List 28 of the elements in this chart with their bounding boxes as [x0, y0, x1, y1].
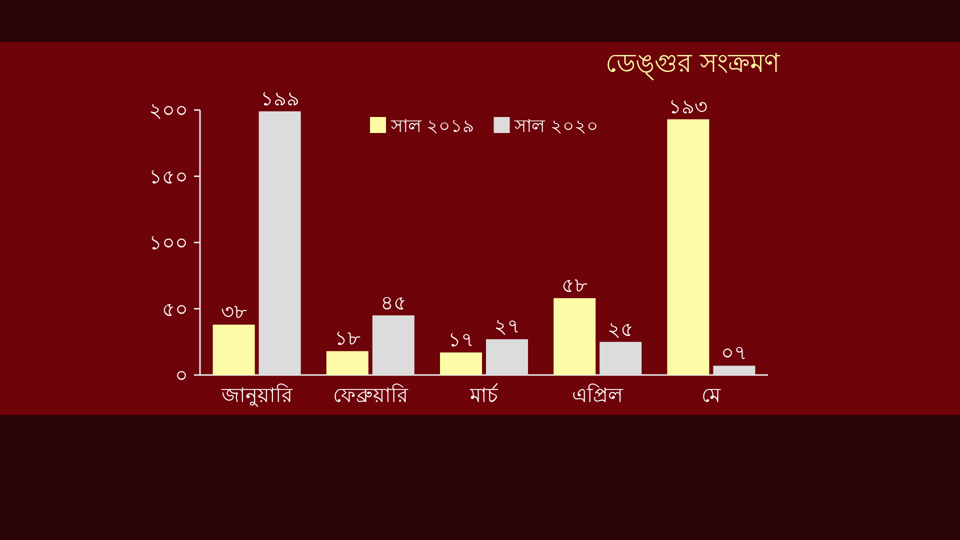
legend-label: সাল ২০২০ — [514, 116, 598, 137]
y-tick-label: ০ — [175, 363, 188, 387]
data-label: ১৮ — [334, 326, 360, 350]
x-tick-label: এপ্রিল — [572, 383, 624, 407]
data-label: ৫৮ — [562, 273, 588, 298]
y-tick-label: ১০০ — [149, 230, 188, 254]
bar — [212, 324, 255, 375]
data-label: ১৯৯ — [260, 86, 300, 110]
data-label: ০৭ — [721, 340, 748, 365]
bar — [554, 298, 596, 375]
x-tick-label: ফেব্রুয়ারি — [332, 383, 409, 407]
data-label: ৪৫ — [380, 290, 406, 314]
data-label: ৩৮ — [220, 300, 247, 324]
data-label: ১৯৩ — [668, 94, 708, 118]
x-tick-label: মে — [702, 383, 722, 407]
bar — [326, 351, 368, 375]
chart-title: ডেঙ্গুর সংক্রমণ — [606, 49, 781, 80]
bar — [440, 352, 482, 375]
x-tick-label: জানুয়ারি — [220, 383, 294, 407]
y-tick-label: ৫০ — [162, 296, 188, 321]
bar — [667, 119, 710, 375]
data-label: ২৫ — [608, 316, 634, 341]
y-tick-label: ২০০ — [149, 98, 188, 122]
data-label: ১৭ — [448, 327, 474, 352]
x-tick-label: মার্চ — [469, 383, 499, 407]
legend-label: সাল ২০১৯ — [390, 116, 475, 137]
data-label: ২৭ — [494, 314, 520, 338]
y-tick-label: ১৫০ — [149, 164, 188, 188]
